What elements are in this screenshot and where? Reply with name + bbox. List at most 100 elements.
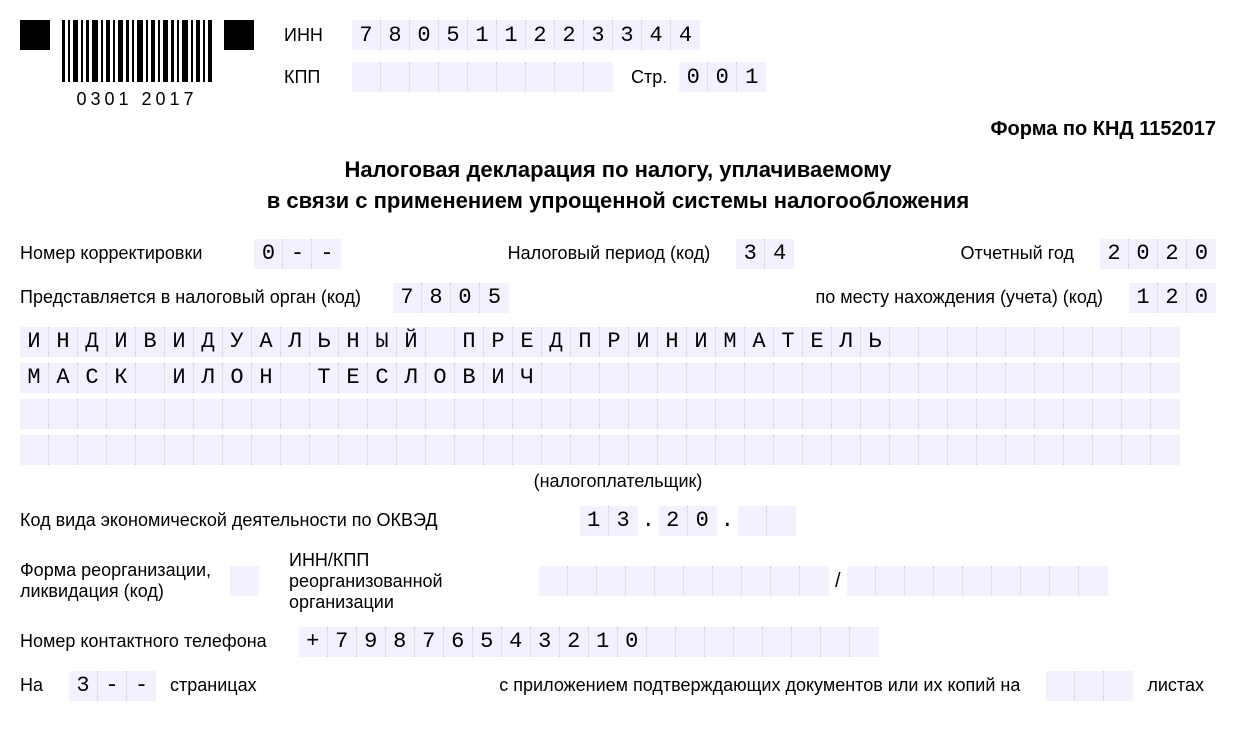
pages-cells: 3-- <box>69 671 156 701</box>
cell <box>919 435 948 465</box>
cell: 4 <box>642 20 671 50</box>
cell: 0 <box>708 62 737 92</box>
cell <box>1064 399 1093 429</box>
cell: 8 <box>422 283 451 313</box>
cell <box>439 62 468 92</box>
cell <box>948 327 977 357</box>
cell <box>738 506 767 536</box>
cell <box>716 435 745 465</box>
cell <box>136 363 165 393</box>
cell: Т <box>310 363 339 393</box>
cell: С <box>368 363 397 393</box>
cell: Ч <box>513 363 542 393</box>
cell: 0 <box>254 239 283 269</box>
cell <box>368 435 397 465</box>
cell <box>948 363 977 393</box>
cell <box>1122 327 1151 357</box>
inn-kpp-block: ИНН 780511223344 КПП Стр. 001 <box>284 20 766 104</box>
cell: 0 <box>451 283 480 313</box>
cell: Ь <box>861 327 890 357</box>
cell: Е <box>339 363 368 393</box>
cell <box>1064 363 1093 393</box>
cell <box>1093 435 1122 465</box>
cell <box>919 399 948 429</box>
okved-p3 <box>738 506 796 536</box>
cell <box>905 566 934 596</box>
cell: И <box>165 363 194 393</box>
okved-dot2: . <box>721 508 734 533</box>
cell <box>1006 435 1035 465</box>
cell <box>1075 671 1104 701</box>
cell <box>49 435 78 465</box>
cell <box>992 566 1021 596</box>
cell: А <box>49 363 78 393</box>
cell: 0 <box>1187 239 1216 269</box>
cell: + <box>299 627 328 657</box>
cell <box>832 435 861 465</box>
cell <box>194 399 223 429</box>
cell <box>803 435 832 465</box>
cell: Р <box>484 327 513 357</box>
cell <box>600 363 629 393</box>
cell: 0 <box>688 506 717 536</box>
cell: 0 <box>679 62 708 92</box>
document-title: Налоговая декларация по налогу, уплачива… <box>20 155 1216 217</box>
cell <box>763 627 792 657</box>
cell <box>136 435 165 465</box>
cell: 2 <box>526 20 555 50</box>
tax-period-cells: 34 <box>736 239 794 269</box>
reorg-form-label2: ликвидация (код) <box>20 581 164 601</box>
cell <box>919 327 948 357</box>
cell <box>1093 327 1122 357</box>
cell <box>1151 399 1180 429</box>
cell <box>252 399 281 429</box>
reorg-form-label1: Форма реорганизации, <box>20 560 211 580</box>
tax-period-label: Налоговый период (код) <box>508 243 711 264</box>
cell: Т <box>774 327 803 357</box>
cell <box>676 627 705 657</box>
cell: 1 <box>580 506 609 536</box>
kpp-cells <box>352 62 613 92</box>
cell <box>600 435 629 465</box>
inn-label: ИНН <box>284 25 340 46</box>
cell: Н <box>658 327 687 357</box>
cell <box>568 566 597 596</box>
cell <box>1064 327 1093 357</box>
cell <box>803 399 832 429</box>
cell <box>542 399 571 429</box>
cell <box>1079 566 1108 596</box>
barcode-icon <box>62 20 212 87</box>
cell <box>687 435 716 465</box>
cell <box>78 435 107 465</box>
cell <box>716 363 745 393</box>
cell: Л <box>194 363 223 393</box>
cell <box>281 399 310 429</box>
cell <box>230 566 259 596</box>
phone-cells: +79876543210 <box>299 627 879 657</box>
cell <box>774 363 803 393</box>
reorg-slash: / <box>835 570 841 593</box>
cell <box>658 363 687 393</box>
cell <box>165 399 194 429</box>
cell: В <box>136 327 165 357</box>
cell <box>1035 327 1064 357</box>
cell: 0 <box>1187 283 1216 313</box>
cell: Ы <box>368 327 397 357</box>
cell: А <box>745 327 774 357</box>
okved-p1: 13 <box>580 506 638 536</box>
barcode-text: 0301 2017 <box>76 89 197 110</box>
cell <box>468 62 497 92</box>
title-line1: Налоговая декларация по налогу, уплачива… <box>344 157 891 182</box>
cell <box>821 627 850 657</box>
cell: 2 <box>659 506 688 536</box>
cell: 0 <box>410 20 439 50</box>
cell <box>1151 327 1180 357</box>
attach-label: с приложением подтверждающих документов … <box>499 675 1020 696</box>
cell: 5 <box>480 283 509 313</box>
cell <box>771 566 800 596</box>
cell <box>497 62 526 92</box>
cell <box>397 399 426 429</box>
cell <box>832 399 861 429</box>
cell: 1 <box>1129 283 1158 313</box>
cell: 0 <box>618 627 647 657</box>
